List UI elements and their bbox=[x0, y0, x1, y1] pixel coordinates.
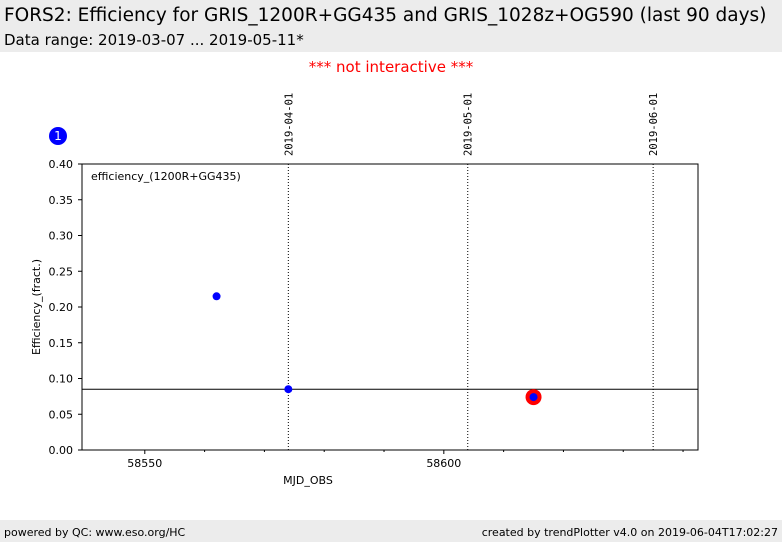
y-axis: 0.00 0.05 0.10 0.15 0.20 0.25 0.30 0.35 0.40 bbox=[49, 158, 82, 457]
y-tick-label: 0.35 bbox=[49, 194, 74, 207]
plot-frame bbox=[81, 163, 699, 451]
data-point bbox=[284, 385, 293, 394]
date-marker-labels: 2019-04-01 2019-05-01 2019-06-01 bbox=[283, 93, 660, 156]
header-bar: FORS2: Efficiency for GRIS_1200R+GG435 a… bbox=[0, 0, 782, 52]
y-tick-label: 0.00 bbox=[49, 444, 74, 457]
not-interactive-notice: *** not interactive *** bbox=[308, 58, 474, 76]
badge-circle bbox=[49, 127, 67, 145]
chart-number-badge: 1 bbox=[49, 127, 67, 145]
created-by-text: created by trendPlotter v4.0 on 2019-06-… bbox=[481, 526, 778, 539]
y-tick-label: 0.40 bbox=[49, 158, 74, 171]
y-tick-label: 0.15 bbox=[49, 337, 74, 350]
date-marker-label: 2019-05-01 bbox=[463, 93, 475, 156]
data-point bbox=[212, 292, 221, 301]
x-axis-label: MJD_OBS bbox=[283, 474, 333, 487]
y-axis-label: Efficiency_(fract.) bbox=[30, 259, 43, 355]
y-tick-label: 0.05 bbox=[49, 408, 74, 421]
date-marker-label: 2019-06-01 bbox=[648, 93, 660, 156]
series-legend: efficiency_(1200R+GG435) bbox=[91, 170, 241, 183]
data-range-subtitle: Data range: 2019-03-07 ... 2019-05-11* bbox=[4, 31, 304, 49]
date-marker-lines bbox=[287, 164, 654, 450]
date-marker-label: 2019-04-01 bbox=[283, 93, 295, 156]
x-axis: 58550 58600 bbox=[127, 450, 684, 470]
badge-number: 1 bbox=[54, 129, 62, 143]
page-title: FORS2: Efficiency for GRIS_1200R+GG435 a… bbox=[4, 5, 767, 26]
y-tick-label: 0.10 bbox=[49, 373, 74, 386]
x-tick-label: 58550 bbox=[127, 457, 162, 470]
y-tick-label: 0.20 bbox=[49, 301, 74, 314]
y-tick-label: 0.30 bbox=[49, 230, 74, 243]
x-tick-label: 58600 bbox=[426, 457, 461, 470]
footer-bar: powered by QC: www.eso.org/HC created by… bbox=[0, 520, 782, 542]
y-tick-label: 0.25 bbox=[49, 265, 74, 278]
data-points bbox=[212, 292, 542, 406]
powered-by-text: powered by QC: www.eso.org/HC bbox=[4, 526, 186, 539]
data-point bbox=[529, 393, 538, 402]
